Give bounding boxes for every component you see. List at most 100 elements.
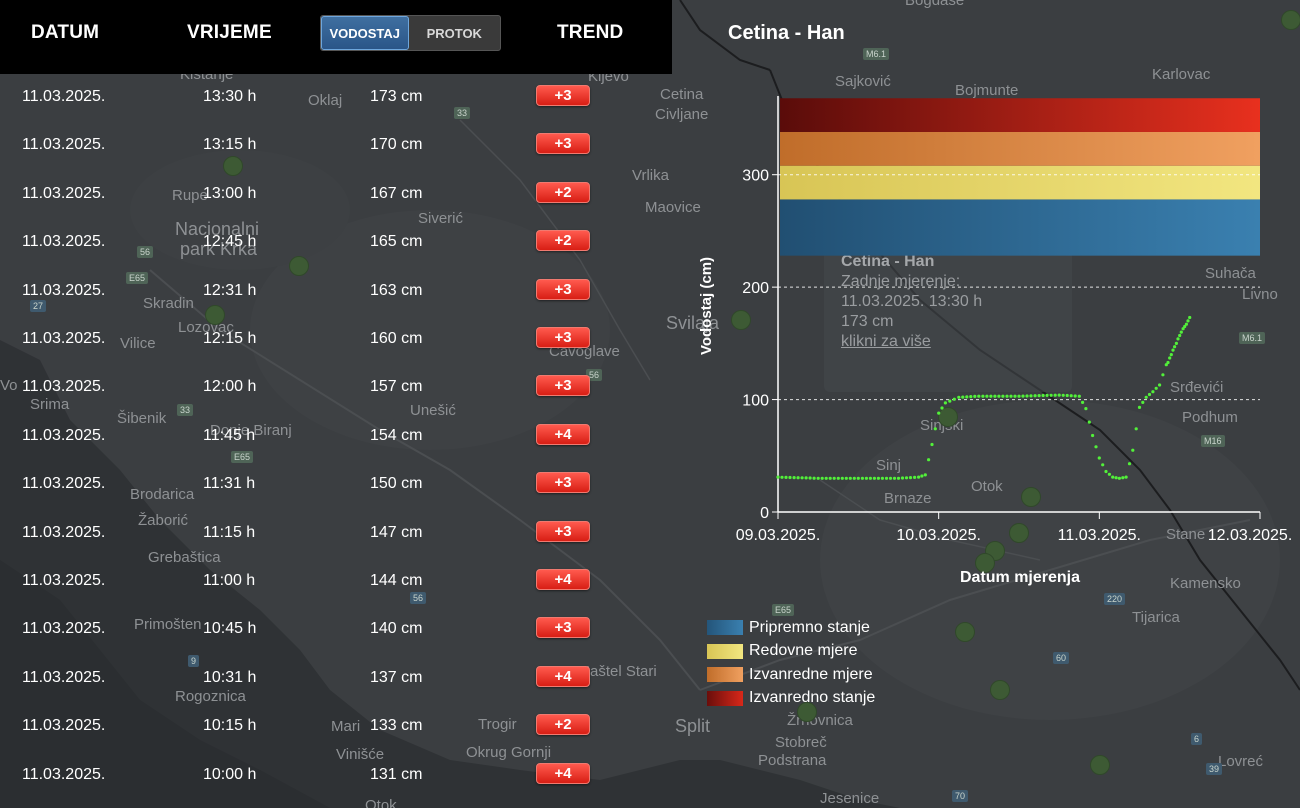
- threshold-bands: [780, 98, 1260, 256]
- data-point: [1104, 469, 1108, 474]
- data-point: [1045, 393, 1049, 397]
- row-date: 11.03.2025.: [22, 717, 106, 735]
- data-point: [1091, 433, 1095, 438]
- map-poi-dot[interactable]: [990, 680, 1010, 700]
- data-point: [1176, 337, 1180, 341]
- data-point: [1005, 394, 1009, 398]
- data-point: [1178, 333, 1182, 338]
- data-point: [900, 476, 905, 480]
- protok-tab-button[interactable]: PROTOK: [426, 25, 482, 41]
- map-poi-dot[interactable]: [797, 702, 817, 722]
- trend-badge: +3: [536, 375, 590, 397]
- data-point: [930, 442, 934, 447]
- data-point: [1161, 373, 1165, 377]
- map-poi-dot[interactable]: [205, 305, 225, 325]
- trend-badge: +4: [536, 762, 590, 784]
- data-point: [989, 394, 993, 398]
- data-point: [997, 394, 1001, 398]
- data-point: [1181, 327, 1185, 331]
- data-point: [880, 476, 885, 480]
- table-row[interactable]: 11.03.2025. 13:00 h 167 cm +2: [0, 181, 672, 233]
- legend-swatch: [707, 667, 743, 683]
- y-tick-label: 0: [760, 505, 769, 522]
- table-row[interactable]: 11.03.2025. 10:15 h 133 cm +2: [0, 714, 672, 765]
- data-point: [852, 476, 856, 480]
- table-row[interactable]: 11.03.2025. 10:00 h 131 cm +4: [0, 762, 672, 808]
- data-point: [1107, 472, 1111, 476]
- table-row[interactable]: 11.03.2025. 13:30 h 173 cm +3: [0, 85, 672, 136]
- table-row[interactable]: 11.03.2025. 13:15 h 170 cm +3: [0, 133, 672, 184]
- data-point: [1077, 394, 1081, 398]
- data-point: [969, 395, 973, 399]
- map-poi-dot[interactable]: [289, 256, 309, 276]
- map-poi-dot[interactable]: [1021, 487, 1041, 507]
- y-axis-label: Vodostaj (cm): [698, 257, 715, 355]
- vodostaj-tab-button[interactable]: VODOSTAJ: [321, 16, 409, 50]
- map-poi-dot[interactable]: [731, 310, 751, 330]
- row-value: 147 cm: [370, 523, 423, 541]
- table-row[interactable]: 11.03.2025. 10:31 h 137 cm +4: [0, 665, 672, 717]
- data-point: [1188, 315, 1192, 320]
- chart-gridlines: [778, 174, 1260, 401]
- legend-label: Pripremno stanje: [749, 618, 870, 636]
- trend-badge: +3: [536, 278, 590, 300]
- legend-label: Redovne mjere: [749, 642, 858, 660]
- data-point: [1124, 475, 1128, 479]
- table-row[interactable]: 11.03.2025. 12:00 h 157 cm +3: [0, 375, 672, 426]
- data-point: [808, 476, 812, 480]
- row-date: 11.03.2025.: [22, 523, 106, 541]
- x-tick-label: 10.03.2025.: [896, 527, 981, 544]
- table-row[interactable]: 11.03.2025. 12:31 h 163 cm +3: [0, 278, 672, 330]
- trend-badge: +2: [536, 714, 590, 736]
- map-poi-dot[interactable]: [1090, 755, 1110, 775]
- map-poi-dot[interactable]: [1281, 10, 1300, 30]
- table-row[interactable]: 11.03.2025. 11:15 h 147 cm +3: [0, 520, 672, 572]
- row-value: 140 cm: [370, 620, 423, 638]
- data-point: [1147, 392, 1152, 397]
- table-row[interactable]: 11.03.2025. 11:00 h 144 cm +4: [0, 569, 672, 620]
- data-point: [792, 476, 796, 480]
- legend-item[interactable]: Redovne mjere: [707, 640, 875, 664]
- table-row[interactable]: 11.03.2025. 11:31 h 150 cm +3: [0, 472, 672, 523]
- map-poi-dot[interactable]: [223, 156, 243, 176]
- threshold-band: [780, 131, 1260, 166]
- table-row[interactable]: 11.03.2025. 11:45 h 154 cm +4: [0, 423, 672, 475]
- sea-area: [0, 340, 900, 808]
- chart-legend: Pripremno stanje Redovne mjere Izvanredne …: [707, 616, 875, 710]
- table-row[interactable]: 11.03.2025. 12:45 h 165 cm +2: [0, 230, 672, 281]
- legend-item[interactable]: Izvanredne mjere: [707, 663, 875, 687]
- tooltip-more-link[interactable]: klikni za više: [841, 333, 931, 350]
- table-row[interactable]: 11.03.2025. 10:45 h 140 cm +3: [0, 617, 672, 668]
- data-point: [1041, 393, 1045, 398]
- data-point: [913, 475, 917, 479]
- data-point: [1168, 356, 1172, 360]
- row-value: 170 cm: [370, 136, 423, 154]
- trend-badge: +3: [536, 520, 590, 542]
- row-time: 11:00 h: [203, 572, 256, 589]
- legend-item[interactable]: Pripremno stanje: [707, 616, 875, 640]
- measure-type-toggle: VODOSTAJ PROTOK: [320, 15, 501, 51]
- threshold-band: [780, 199, 1260, 256]
- data-point: [1173, 345, 1177, 349]
- data-point: [876, 476, 881, 480]
- row-value: 157 cm: [370, 378, 423, 396]
- data-point: [1049, 393, 1053, 397]
- trend-badge: +4: [536, 423, 590, 445]
- data-point: [920, 474, 924, 478]
- row-time: 12:00 h: [203, 378, 257, 396]
- map-poi-dot[interactable]: [955, 622, 975, 642]
- row-time: 11:31 h: [203, 475, 256, 493]
- data-point: [1114, 476, 1118, 480]
- data-point: [1154, 386, 1158, 390]
- map-poi-dot[interactable]: [975, 553, 995, 573]
- row-date: 11.03.2025.: [22, 88, 106, 105]
- table-row[interactable]: 11.03.2025. 12:15 h 160 cm +3: [0, 327, 672, 378]
- map-poi-dot[interactable]: [938, 407, 958, 427]
- data-point: [1158, 383, 1162, 387]
- data-point: [1184, 322, 1188, 326]
- trend-badge: +3: [536, 472, 590, 494]
- map-poi-dot[interactable]: [1009, 523, 1029, 543]
- data-point: [1121, 476, 1125, 480]
- legend-item[interactable]: Izvanredno stanje: [707, 687, 875, 711]
- data-point: [796, 476, 800, 480]
